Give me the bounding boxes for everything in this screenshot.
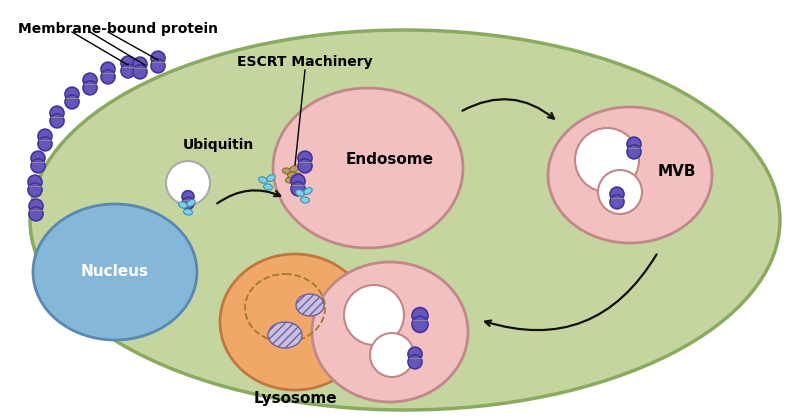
Circle shape [412,316,428,332]
Ellipse shape [183,209,193,215]
Ellipse shape [220,254,370,390]
Ellipse shape [296,294,324,316]
Circle shape [29,207,43,221]
Ellipse shape [178,202,187,208]
Circle shape [370,333,414,377]
Circle shape [133,65,147,79]
Circle shape [598,170,642,214]
Circle shape [344,285,404,345]
Ellipse shape [267,175,275,181]
Ellipse shape [287,172,297,178]
Text: Endosome: Endosome [346,153,434,168]
Ellipse shape [268,322,302,348]
Circle shape [627,137,641,151]
Text: ESCRT Machinery: ESCRT Machinery [237,55,373,69]
Circle shape [65,95,79,109]
Circle shape [31,159,45,173]
Circle shape [50,106,64,120]
Circle shape [38,129,52,143]
Text: MVB: MVB [658,165,697,179]
Circle shape [50,114,64,128]
Text: Nucleus: Nucleus [81,265,149,280]
Circle shape [133,57,147,71]
Ellipse shape [273,88,463,248]
Circle shape [412,308,428,324]
Circle shape [166,161,210,205]
Text: Ubiquitin: Ubiquitin [182,138,254,152]
Circle shape [28,183,42,197]
Ellipse shape [301,197,310,203]
Ellipse shape [304,188,312,194]
Ellipse shape [294,173,302,179]
Circle shape [101,62,115,76]
Circle shape [83,81,97,95]
Ellipse shape [286,177,294,183]
Circle shape [28,175,42,189]
Circle shape [151,59,165,73]
Ellipse shape [296,190,304,196]
Ellipse shape [258,177,267,183]
Circle shape [121,64,135,78]
Ellipse shape [548,107,712,243]
Circle shape [291,174,305,188]
Ellipse shape [30,30,780,410]
Circle shape [610,187,624,201]
Text: Lysosome: Lysosome [253,390,337,405]
Circle shape [31,151,45,165]
Circle shape [121,56,135,70]
Circle shape [610,195,624,209]
Ellipse shape [33,204,197,340]
Circle shape [298,151,312,165]
Circle shape [38,137,52,151]
Ellipse shape [282,168,291,174]
Circle shape [408,347,422,361]
Circle shape [408,355,422,369]
Circle shape [298,159,312,173]
Circle shape [627,145,641,159]
Circle shape [65,87,79,101]
Circle shape [83,73,97,87]
Ellipse shape [312,262,468,402]
Circle shape [101,70,115,84]
Ellipse shape [187,199,195,206]
Circle shape [575,128,639,192]
Circle shape [29,199,43,213]
Circle shape [151,51,165,65]
Text: Membrane-bound protein: Membrane-bound protein [18,22,218,36]
Circle shape [182,191,194,203]
Circle shape [182,197,194,209]
Ellipse shape [263,184,273,190]
Ellipse shape [290,166,298,172]
Circle shape [291,182,305,196]
